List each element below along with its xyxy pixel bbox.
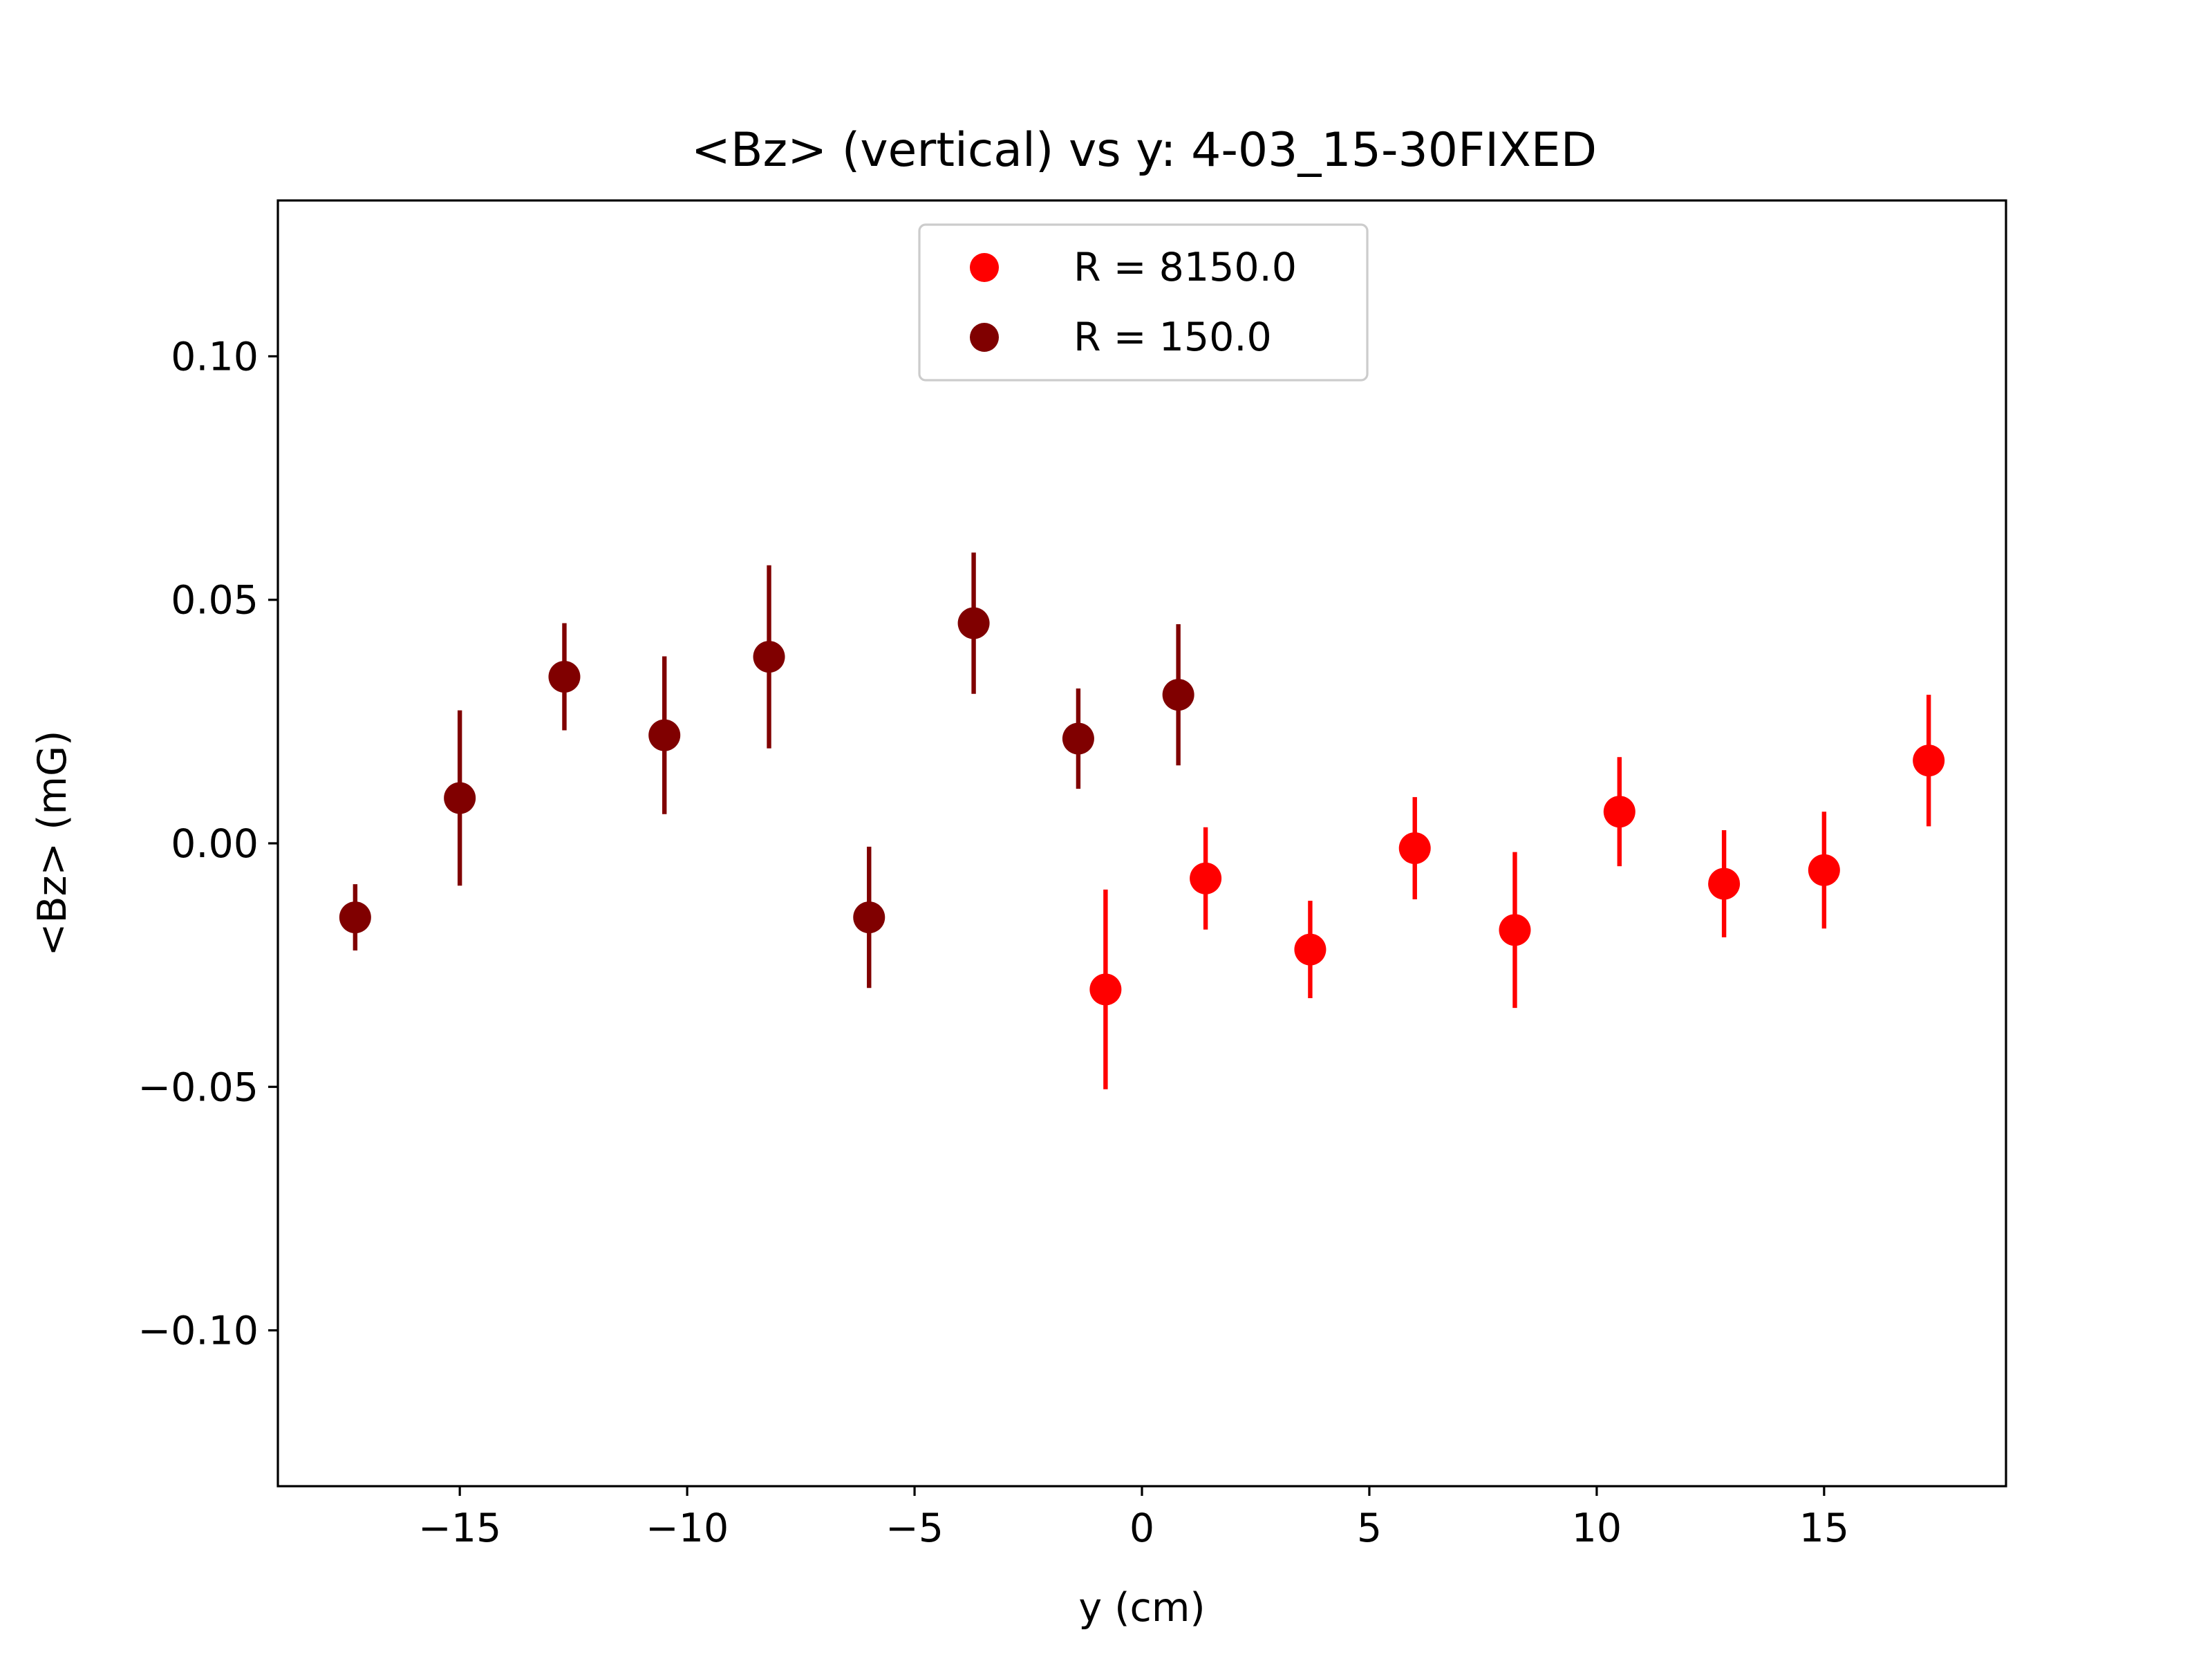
x-tick-label: −15 [418,1506,501,1551]
data-point-series-0 [1398,832,1431,865]
y-tick-label: 0.00 [171,821,259,867]
legend: R = 8150.0 R = 150.0 [918,223,1369,382]
data-point-series-1 [1162,679,1194,711]
data-point-series-0 [1089,973,1122,1006]
x-axis-ticks: −15 −10 −5 0 5 10 15 [418,1486,1849,1551]
data-point-series-0 [1190,862,1222,894]
y-axis-label: <Bz> (mG) [30,731,75,957]
legend-frame [918,223,1369,382]
x-tick-label: −5 [885,1506,944,1551]
legend-marker-r150 [970,323,999,352]
y-axis-ticks: 0.10 0.05 0.00 −0.05 −0.10 [138,334,278,1354]
data-point-series-0 [1808,854,1840,886]
point-layer [339,607,1945,1006]
data-point-series-1 [339,901,371,934]
data-point-series-1 [1062,722,1094,755]
y-tick-label: 0.05 [171,578,259,624]
data-point-series-1 [753,641,785,673]
y-tick-label: 0.10 [171,334,259,379]
data-point-series-1 [444,782,476,814]
data-point-series-0 [1603,796,1635,828]
x-tick-label: 5 [1357,1506,1382,1551]
x-tick-label: 10 [1572,1506,1622,1551]
data-point-series-1 [957,607,990,639]
data-point-series-0 [1708,868,1741,900]
data-point-series-1 [548,661,581,693]
x-tick-label: 0 [1130,1506,1154,1551]
legend-label-r8150: R = 8150.0 [1074,245,1297,290]
data-point-series-0 [1913,744,1945,777]
data-point-series-0 [1499,914,1531,946]
data-point-series-0 [1294,933,1327,966]
y-tick-label: −0.10 [138,1309,259,1354]
x-tick-label: 15 [1799,1506,1850,1551]
data-point-series-1 [648,719,681,751]
data-point-series-1 [853,901,885,934]
legend-label-r150: R = 150.0 [1074,315,1272,360]
chart-title: <Bz> (vertical) vs y: 4-03_15-30FIXED [691,123,1597,178]
y-tick-label: −0.05 [138,1065,259,1110]
x-axis-label: y (cm) [1078,1585,1205,1631]
legend-marker-r8150 [970,253,999,282]
x-tick-label: −10 [646,1506,729,1551]
